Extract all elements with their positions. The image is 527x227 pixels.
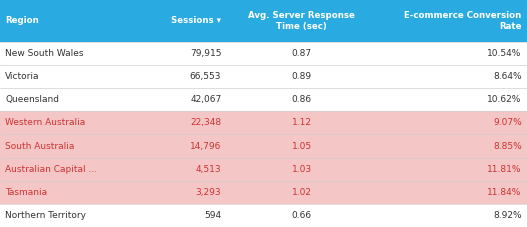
- Bar: [0, 134, 527, 158]
- Text: Australian Capital ...: Australian Capital ...: [5, 165, 97, 174]
- Text: 11.81%: 11.81%: [487, 165, 522, 174]
- Text: 0.87: 0.87: [291, 49, 312, 58]
- Text: 10.54%: 10.54%: [487, 49, 522, 58]
- Bar: [0, 42, 527, 65]
- Text: Tasmania: Tasmania: [5, 188, 47, 197]
- Text: South Australia: South Australia: [5, 142, 75, 151]
- Text: Northern Territory: Northern Territory: [5, 211, 86, 220]
- Text: Region: Region: [5, 17, 39, 25]
- Bar: [0, 65, 527, 88]
- Text: 8.92%: 8.92%: [493, 211, 522, 220]
- Text: 8.85%: 8.85%: [493, 142, 522, 151]
- Bar: [0, 0, 527, 42]
- Bar: [0, 88, 527, 111]
- Bar: [0, 181, 527, 204]
- Text: New South Wales: New South Wales: [5, 49, 84, 58]
- Text: 3,293: 3,293: [196, 188, 221, 197]
- Text: 594: 594: [204, 211, 221, 220]
- Text: 1.12: 1.12: [292, 118, 311, 127]
- Text: 0.66: 0.66: [291, 211, 312, 220]
- Text: 0.89: 0.89: [291, 72, 312, 81]
- Text: 4,513: 4,513: [196, 165, 221, 174]
- Bar: [0, 111, 527, 134]
- Bar: [0, 204, 527, 227]
- Text: 1.03: 1.03: [291, 165, 312, 174]
- Text: Western Australia: Western Australia: [5, 118, 85, 127]
- Text: Avg. Server Response
Time (sec): Avg. Server Response Time (sec): [248, 11, 355, 31]
- Bar: [0, 158, 527, 181]
- Text: E-commerce Conversion
Rate: E-commerce Conversion Rate: [405, 11, 522, 31]
- Text: 1.05: 1.05: [291, 142, 312, 151]
- Text: 9.07%: 9.07%: [493, 118, 522, 127]
- Text: 79,915: 79,915: [190, 49, 221, 58]
- Text: 42,067: 42,067: [190, 95, 221, 104]
- Text: 66,553: 66,553: [190, 72, 221, 81]
- Text: Sessions ▾: Sessions ▾: [171, 17, 221, 25]
- Text: 22,348: 22,348: [190, 118, 221, 127]
- Text: 11.84%: 11.84%: [487, 188, 522, 197]
- Text: 14,796: 14,796: [190, 142, 221, 151]
- Text: Queensland: Queensland: [5, 95, 59, 104]
- Text: 0.86: 0.86: [291, 95, 312, 104]
- Text: 1.02: 1.02: [292, 188, 311, 197]
- Text: Victoria: Victoria: [5, 72, 40, 81]
- Text: 8.64%: 8.64%: [493, 72, 522, 81]
- Text: 10.62%: 10.62%: [487, 95, 522, 104]
